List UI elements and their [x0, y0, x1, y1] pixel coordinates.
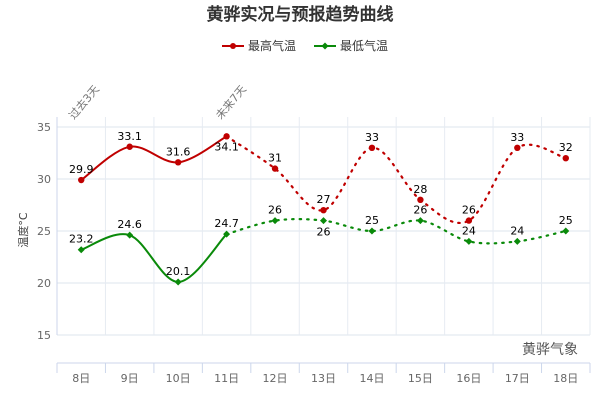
data-label: 26 — [268, 204, 282, 217]
data-label: 24.6 — [117, 218, 142, 231]
data-point — [223, 133, 230, 140]
data-point — [78, 176, 85, 184]
legend-label: 最高气温 — [248, 38, 296, 53]
data-point — [513, 237, 521, 245]
data-point — [77, 246, 85, 254]
y-axis-label: 温度°C — [16, 212, 30, 247]
data-point — [417, 196, 424, 203]
data-point — [465, 217, 473, 224]
data-label: 34.1 — [214, 140, 239, 153]
data-point — [465, 237, 473, 245]
data-label: 27 — [317, 193, 331, 206]
data-point — [368, 227, 376, 235]
data-label: 26 — [413, 204, 427, 217]
data-label: 29.9 — [69, 163, 94, 176]
data-point — [223, 230, 231, 238]
data-point — [126, 231, 134, 239]
x-tick-label: 15日 — [408, 372, 433, 385]
data-point — [562, 227, 570, 235]
data-point — [271, 217, 279, 225]
watermark: 黄骅气象 — [522, 341, 578, 358]
x-tick-label: 9日 — [121, 372, 139, 385]
chart-title: 黄骅实况与预报趋势曲线 — [207, 4, 394, 25]
series-line-forecast — [225, 218, 567, 245]
data-label: 25 — [559, 214, 573, 227]
y-tick-label: 35 — [37, 121, 51, 134]
data-label: 26 — [462, 204, 476, 217]
data-label: 31 — [268, 152, 282, 165]
legend-marker — [230, 43, 236, 49]
x-tick-label: 14日 — [359, 372, 384, 385]
data-label: 33 — [365, 131, 379, 144]
data-label: 31.6 — [166, 145, 191, 158]
series-line-observed — [80, 135, 228, 181]
data-label: 33 — [510, 131, 524, 144]
data-label: 24 — [510, 224, 524, 237]
data-point — [562, 155, 569, 162]
data-point — [320, 217, 327, 225]
data-point — [126, 143, 133, 150]
data-label: 28 — [413, 183, 427, 196]
data-label: 32 — [559, 141, 573, 154]
legend-marker — [321, 42, 329, 50]
data-label: 33.1 — [117, 130, 142, 143]
x-tick-label: 12日 — [263, 372, 288, 385]
data-label: 24 — [462, 224, 476, 237]
annotation-past: 过去3天 — [66, 83, 102, 122]
data-point — [320, 207, 327, 214]
data-label: 20.1 — [166, 265, 191, 278]
data-label: 25 — [365, 214, 379, 227]
x-tick-label: 16日 — [456, 372, 481, 385]
x-tick-label: 18日 — [553, 372, 578, 385]
data-point — [174, 159, 182, 166]
y-tick-label: 25 — [37, 225, 51, 238]
y-tick-label: 30 — [37, 173, 51, 186]
data-label: 23.2 — [69, 233, 94, 246]
data-label: 26 — [317, 226, 331, 239]
y-tick-label: 20 — [37, 277, 51, 290]
annotation-future: 未来7天 — [213, 83, 249, 122]
series-line-forecast — [225, 135, 567, 224]
data-point — [174, 278, 182, 286]
series-line-observed — [80, 233, 228, 283]
legend-label: 最低气温 — [340, 38, 388, 53]
x-tick-label: 17日 — [505, 372, 530, 385]
data-point — [416, 217, 424, 225]
x-tick-label: 13日 — [311, 372, 336, 385]
x-tick-label: 11日 — [214, 372, 239, 385]
data-label: 24.7 — [214, 217, 239, 230]
data-point — [271, 165, 279, 172]
x-tick-label: 10日 — [166, 372, 191, 385]
y-tick-label: 15 — [37, 329, 51, 342]
data-point — [514, 144, 521, 151]
data-point — [368, 144, 376, 151]
x-tick-label: 8日 — [72, 372, 90, 385]
